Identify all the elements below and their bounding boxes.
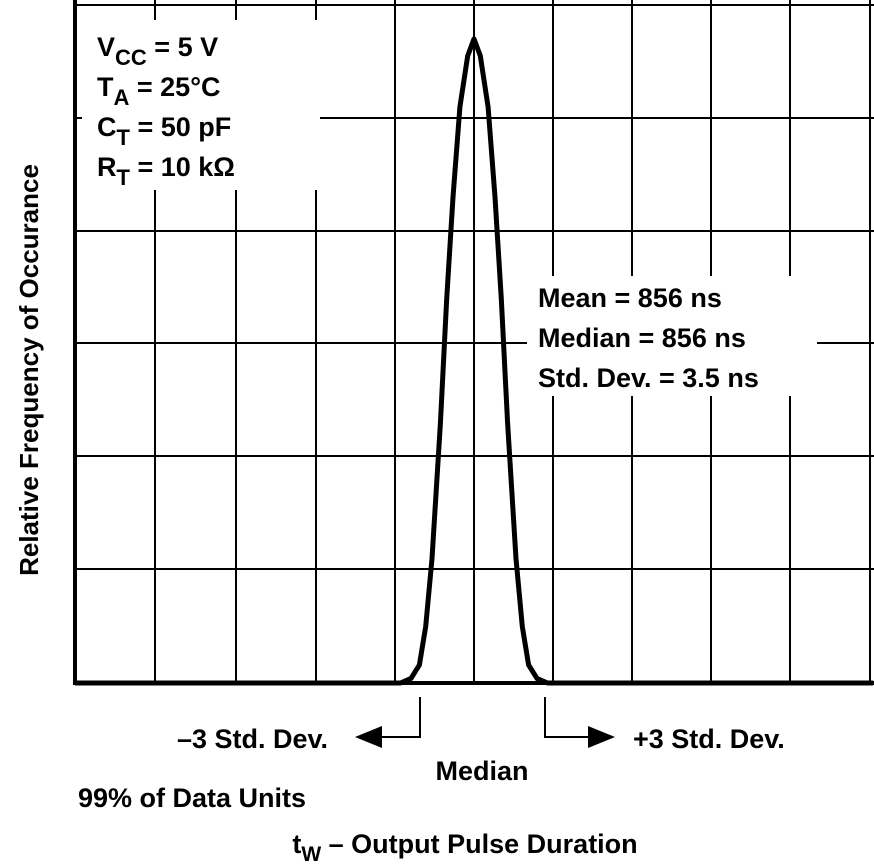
x-axis-label: tW – Output Pulse Duration [292, 829, 637, 864]
condition: CT = 50 pF [97, 112, 231, 150]
stats-box [527, 276, 817, 396]
condition-symbol: V [97, 32, 115, 62]
std-dev-markers [355, 697, 615, 748]
condition-subscript: T [117, 165, 131, 190]
minus-label: –3 Std. Dev. [177, 724, 328, 754]
statistic: Std. Dev. = 3.5 ns [538, 363, 759, 393]
condition-symbol: T [97, 72, 114, 102]
conditions-box [82, 20, 320, 190]
median-label: Median [435, 756, 528, 786]
distribution-curve [75, 36, 873, 686]
statistic: Mean = 856 ns [538, 283, 722, 313]
x-axis-label-subscript: W [301, 843, 321, 864]
condition-symbol: R [97, 152, 117, 182]
condition-subscript: CC [115, 45, 147, 70]
condition-subscript: A [114, 85, 130, 110]
condition-text: = 25°C [129, 72, 220, 102]
y-axis-label: Relative Frequency of Occurance [14, 164, 44, 576]
condition: TA = 25°C [97, 72, 221, 110]
condition: RT = 10 kΩ [97, 152, 235, 190]
x-axis-label-text: – Output Pulse Duration [321, 829, 638, 859]
statistic: Median = 856 ns [538, 323, 746, 353]
condition-symbol: C [97, 112, 117, 142]
condition-text: = 5 V [147, 32, 218, 62]
condition: VCC = 5 V [97, 32, 218, 70]
statistics: Mean = 856 ns Median = 856 ns Std. Dev. = … [538, 283, 759, 393]
condition-subscript: T [117, 125, 131, 150]
condition-text: = 50 pF [130, 112, 231, 142]
coverage-label: 99% of Data Units [78, 783, 306, 813]
x-axis-label-symbol: t [292, 829, 301, 859]
condition-text: = 10 kΩ [130, 152, 235, 182]
plus-label: +3 Std. Dev. [633, 724, 785, 754]
